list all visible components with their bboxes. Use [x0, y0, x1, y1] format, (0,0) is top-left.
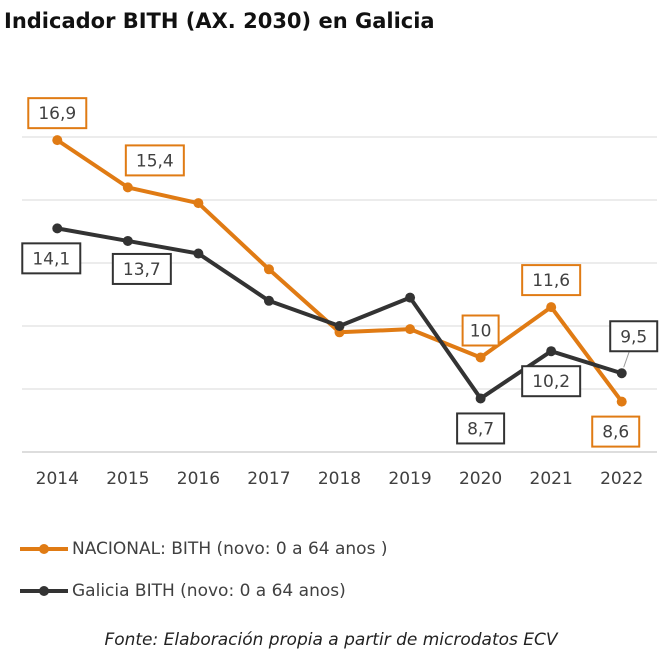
label-box — [609, 320, 659, 353]
label-box — [21, 242, 82, 275]
data-point — [263, 295, 274, 306]
x-tick-label: 2014 — [36, 469, 79, 489]
source-note: Fonte: Elaboración propia a partir de mi… — [104, 630, 558, 650]
data-label: 10 — [470, 322, 492, 342]
label-box — [591, 415, 641, 448]
chart-title: Indicador BITH (AX. 2030) en Galicia — [4, 9, 435, 33]
legend-label: Galicia BITH (novo: 0 a 64 anos) — [72, 581, 346, 601]
x-tick-label: 2017 — [247, 469, 290, 489]
data-label: 13,7 — [123, 260, 161, 280]
data-point — [52, 135, 63, 146]
data-label: 15,4 — [136, 151, 174, 171]
data-label: 11,6 — [532, 271, 570, 291]
label-box — [456, 412, 506, 445]
label-box — [521, 264, 582, 297]
data-point — [334, 321, 345, 331]
x-tick-label: 2019 — [388, 469, 431, 489]
data-label: 8,7 — [467, 419, 494, 439]
data-point — [546, 346, 557, 357]
label-box — [124, 144, 185, 177]
x-tick-label: 2020 — [459, 469, 502, 489]
x-tick-label: 2015 — [106, 469, 149, 489]
x-tick-label: 2018 — [318, 469, 361, 489]
data-label: 9,5 — [620, 327, 647, 347]
data-label: 16,9 — [38, 104, 76, 124]
data-label: 10,2 — [532, 372, 570, 392]
data-point — [616, 368, 627, 379]
data-point — [405, 292, 416, 303]
legend-marker — [39, 544, 49, 554]
label-box — [111, 252, 172, 285]
data-point — [122, 182, 133, 193]
label-box — [461, 314, 500, 347]
data-point — [193, 198, 204, 209]
data-label: 8,6 — [602, 423, 629, 443]
data-point — [546, 302, 557, 313]
data-point — [263, 264, 274, 275]
leader-line — [623, 350, 631, 368]
data-label: 14,1 — [32, 249, 70, 269]
x-tick-label: 2021 — [530, 469, 573, 489]
x-tick-label: 2022 — [600, 469, 643, 489]
data-point — [405, 324, 416, 335]
x-tick-label: 2016 — [177, 469, 220, 489]
data-point — [475, 352, 486, 363]
data-point — [122, 235, 133, 246]
label-box — [521, 365, 582, 398]
data-point — [193, 248, 204, 259]
legend-marker — [39, 586, 49, 596]
legend-label: NACIONAL: BITH (novo: 0 a 64 anos ) — [72, 539, 387, 559]
data-point — [475, 393, 486, 404]
data-point — [52, 223, 63, 234]
label-box — [27, 97, 88, 130]
data-point — [616, 396, 627, 407]
